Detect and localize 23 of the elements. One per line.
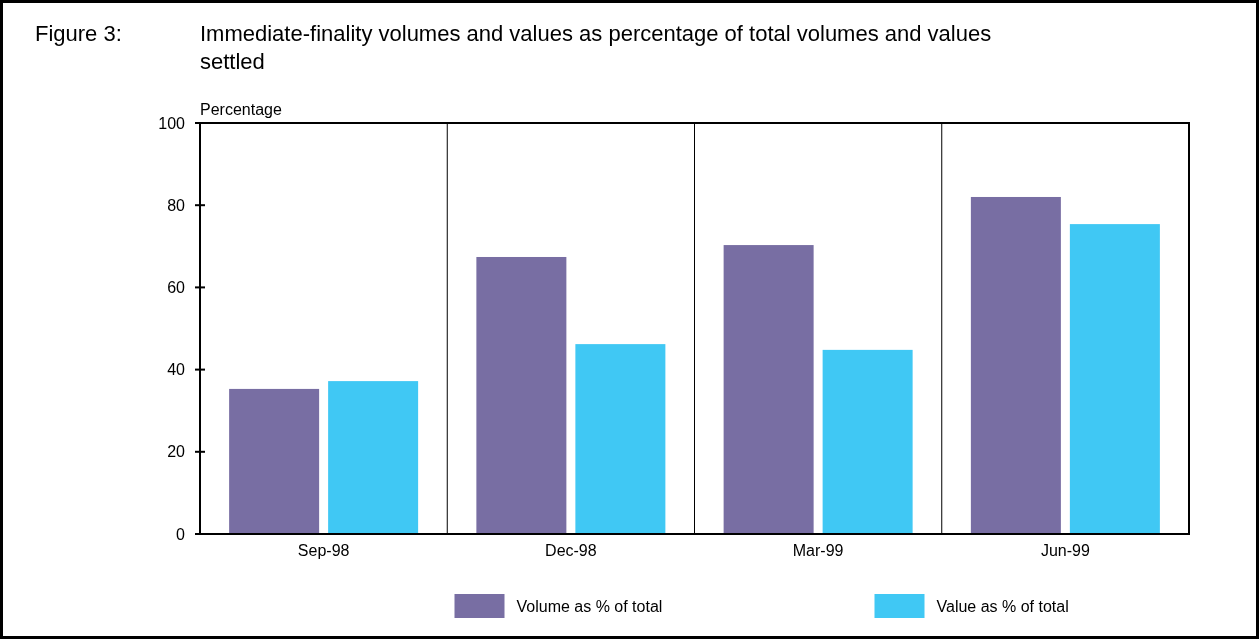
y-tick-label: 100	[158, 114, 186, 132]
bar	[229, 388, 320, 534]
caption: Figure 3:	[35, 21, 122, 46]
bar	[575, 344, 666, 534]
bar	[328, 381, 419, 534]
bar	[723, 245, 814, 534]
x-tick-label: Dec-98	[545, 542, 597, 559]
chart-title: Immediate-finality volumes and values as percentage of total volumes and values settled	[200, 21, 992, 74]
x-tick-label: Sep-98	[297, 542, 350, 559]
y-tick-label: 60	[167, 279, 186, 296]
y-tick-label: 0	[176, 525, 186, 543]
bar	[1069, 224, 1160, 534]
bar	[476, 256, 567, 534]
legend-label: Value as % of total	[936, 597, 1069, 615]
bar	[970, 196, 1061, 534]
legend-label: Volume as % of total	[516, 597, 663, 615]
y-tick-label: 80	[167, 196, 186, 214]
bar	[822, 349, 913, 534]
y-tick-label: 20	[167, 443, 186, 461]
x-tick-label: Jun-99	[1040, 542, 1090, 559]
y-axis-title: Percentage	[200, 101, 282, 118]
y-tick-label: 40	[167, 361, 186, 379]
x-tick-label: Mar-99	[792, 542, 844, 559]
